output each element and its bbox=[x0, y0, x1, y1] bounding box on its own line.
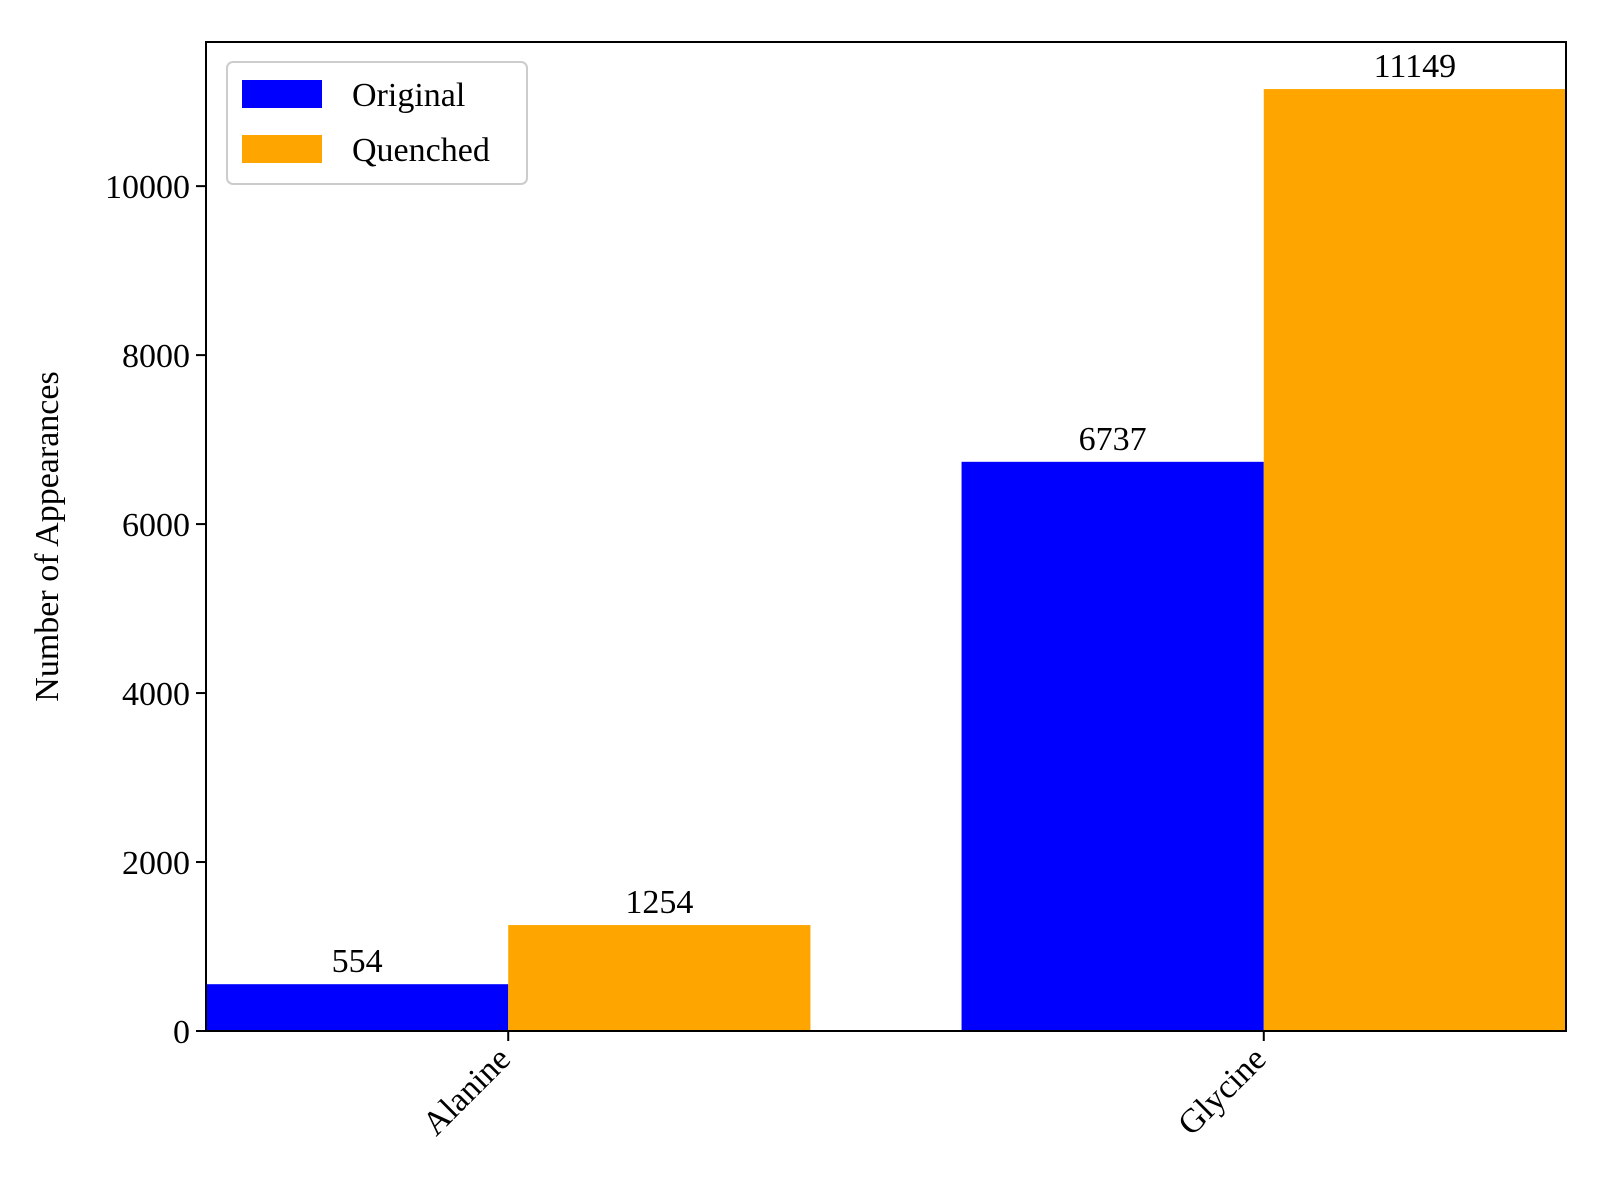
data-labels-layer: 554 1254 6737 11149 bbox=[332, 48, 1457, 980]
legend: Original Quenched bbox=[226, 61, 528, 185]
data-label-original-glycine: 6737 bbox=[1079, 421, 1147, 458]
bar-quenched-alanine bbox=[508, 925, 811, 1031]
y-tick-label: 6000 bbox=[122, 507, 190, 544]
plot-frame bbox=[205, 41, 1567, 1032]
y-tick-label: 2000 bbox=[122, 845, 190, 882]
data-label-original-alanine: 554 bbox=[332, 943, 383, 980]
bar-quenched-glycine bbox=[1263, 89, 1566, 1032]
y-tick-label: 0 bbox=[173, 1014, 190, 1051]
bars-layer bbox=[206, 89, 1566, 1032]
x-tick-label: Glycine bbox=[1171, 1040, 1273, 1142]
y-tick-label: 10000 bbox=[105, 169, 190, 206]
y-axis: 0 2000 4000 6000 8000 10000 bbox=[105, 169, 206, 1051]
legend-swatch-original bbox=[242, 80, 322, 108]
x-axis: Alanine Glycine bbox=[416, 1031, 1273, 1143]
y-tick-label: 4000 bbox=[122, 676, 190, 713]
legend-label-quenched: Quenched bbox=[352, 132, 490, 169]
data-label-quenched-alanine: 1254 bbox=[625, 884, 693, 921]
bar-original-alanine bbox=[206, 984, 509, 1031]
bar-original-glycine bbox=[961, 461, 1264, 1031]
y-tick-label: 8000 bbox=[122, 338, 190, 375]
y-axis-title: Number of Appearances bbox=[29, 371, 66, 701]
data-label-quenched-glycine: 11149 bbox=[1374, 48, 1456, 85]
legend-label-original: Original bbox=[352, 77, 465, 114]
x-tick-label: Alanine bbox=[416, 1040, 518, 1142]
legend-swatch-quenched bbox=[242, 135, 322, 163]
